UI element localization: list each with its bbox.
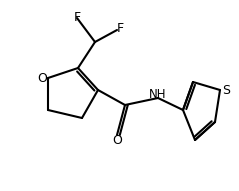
Text: S: S (222, 83, 230, 96)
Text: O: O (112, 134, 122, 146)
Text: NH: NH (149, 87, 167, 100)
Text: O: O (37, 71, 47, 84)
Text: F: F (73, 11, 81, 23)
Text: F: F (116, 22, 124, 35)
